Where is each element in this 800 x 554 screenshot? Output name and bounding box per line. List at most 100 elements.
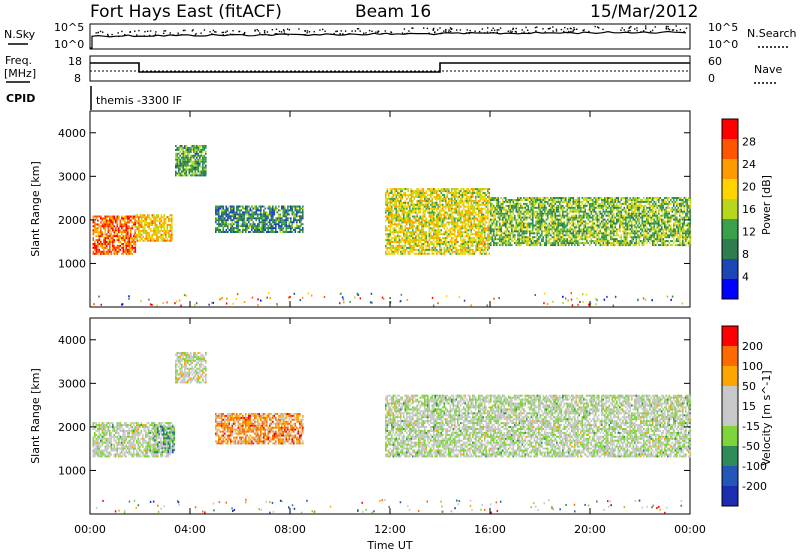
power-echo-cell [509, 234, 512, 237]
power-echo-cell [424, 241, 426, 243]
power-echo-cell [568, 240, 570, 243]
power-echo-cell [536, 230, 539, 233]
noise-dot [371, 30, 373, 32]
power-echo-cell [171, 216, 173, 219]
power-echo-cell [572, 224, 575, 227]
power-echo-cell [445, 233, 447, 236]
power-echo-cell [590, 230, 593, 233]
power-echo-cell [398, 241, 401, 243]
power-echo-cell [449, 207, 452, 210]
power-echo-cell [527, 199, 530, 201]
power-echo-cell [440, 199, 443, 202]
power-echo-cell [257, 207, 259, 210]
power-echo-cell [436, 233, 438, 236]
power-echo-cell [475, 199, 477, 202]
power-echo-cell [587, 236, 590, 239]
power-echo-cell [485, 188, 488, 191]
power-echo-cell [593, 242, 596, 245]
power-echo-cell [490, 208, 492, 211]
power-echo-cell [242, 219, 244, 222]
power-echo-cell [191, 154, 194, 157]
power-echo-cell [406, 201, 408, 204]
power-echo-cell [279, 227, 282, 230]
noise-dot [257, 30, 260, 32]
power-echo-cell [125, 223, 128, 226]
power-echo-cell [541, 200, 543, 203]
power-echo-cell [476, 194, 479, 196]
power-echo-cell [165, 218, 167, 221]
power-echo-cell [112, 237, 114, 240]
power-echo-cell [593, 228, 596, 231]
power-echo-cell [148, 233, 151, 236]
power-echo-cell [476, 244, 479, 247]
power-echo-cell [106, 223, 108, 226]
power-echo-cell [406, 239, 408, 242]
power-echo-cell [148, 237, 151, 240]
power-echo-cell [413, 205, 416, 208]
power-echo-cell [176, 172, 179, 175]
power-echo-cell [560, 238, 563, 241]
power-echo-cell [532, 204, 534, 207]
power-echo-cell [548, 240, 551, 243]
power-echo-cell [535, 232, 537, 235]
power-echo-cell [538, 208, 540, 211]
power-echo-cell [589, 199, 591, 201]
noise-dot [283, 32, 286, 34]
power-echo-cell [430, 199, 432, 202]
power-echo-cell [569, 232, 572, 235]
power-echo-cell [442, 237, 444, 240]
power-echo-cell [386, 241, 389, 243]
power-echo-cell [460, 227, 462, 230]
power-echo-cell [434, 229, 437, 232]
power-echo-cell [517, 197, 519, 199]
power-echo-cell [517, 232, 519, 235]
power-echo-cell [92, 243, 95, 245]
noise-dot [333, 32, 335, 35]
noise-dot [509, 30, 512, 32]
power-echo-cell [410, 241, 413, 243]
power-echo-cell [401, 246, 404, 249]
power-echo-cell [98, 225, 101, 228]
power-echo-cell [251, 225, 253, 228]
power-echo-cell [95, 246, 98, 249]
power-echo-cell [572, 214, 575, 217]
power-echo-cell [521, 220, 524, 223]
power-echo-cell [300, 225, 303, 228]
power-echo-cell [515, 202, 518, 205]
power-echo-cell [499, 206, 501, 209]
power-echo-cell [544, 204, 546, 207]
power-echo-cell [419, 209, 422, 212]
power-echo-cell [466, 235, 468, 238]
power-echo-cell [128, 246, 131, 249]
power-echo-cell [484, 207, 486, 210]
power-echo-cell [154, 231, 157, 234]
power-echo-cell [236, 219, 238, 222]
power-echo-cell [454, 221, 456, 224]
power-echo-cell [181, 174, 183, 177]
power-echo-cell [460, 233, 462, 236]
power-echo-cell [533, 204, 536, 207]
power-echo-cell [415, 207, 417, 210]
power-echo-cell [394, 197, 396, 200]
power-echo-cell [449, 252, 452, 255]
power-echo-cell [596, 226, 599, 229]
power-echo-cell [169, 237, 172, 240]
power-echo-cell [388, 192, 390, 194]
power-echo-cell [288, 231, 291, 233]
power-echo-cell [260, 209, 262, 212]
power-echo-cell [484, 215, 486, 218]
power-echo-cell [538, 238, 540, 241]
noise-dot [211, 33, 213, 35]
power-echo-cell [446, 201, 449, 204]
power-echo-cell [503, 214, 506, 217]
power-echo-cell [138, 235, 140, 238]
power-echo-cell [185, 150, 188, 153]
power-echo-cell [478, 211, 480, 214]
power-echo-cell [176, 154, 179, 157]
power-echo-cell [119, 235, 122, 238]
power-echo-cell [445, 207, 447, 210]
power-echo-cell [454, 225, 456, 228]
power-echo-cell [497, 220, 500, 223]
power-echo-cell [233, 205, 235, 208]
power-echo-cell [249, 225, 252, 228]
